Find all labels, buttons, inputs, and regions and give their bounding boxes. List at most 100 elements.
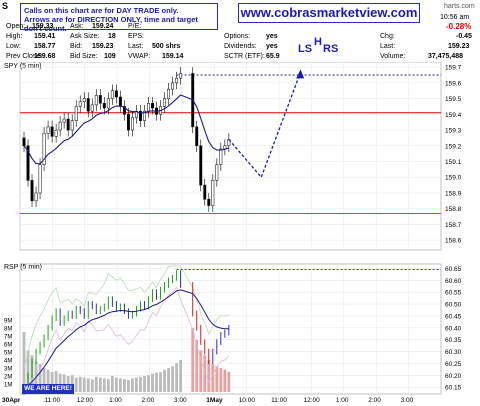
x-tick-label: 12:00 bbox=[303, 397, 320, 404]
volume-tick-label: 5M bbox=[4, 351, 12, 357]
volume-bar bbox=[171, 366, 174, 392]
spy-y-tick-label: 159.5 bbox=[445, 96, 462, 103]
volume-bar bbox=[38, 364, 42, 392]
chg-label: Chg: bbox=[380, 33, 395, 40]
bid-size-label: Bid Size: bbox=[70, 53, 98, 60]
spy-candle-body bbox=[147, 103, 150, 112]
spy-candle-body bbox=[130, 117, 134, 131]
volume-tick-label: 7M bbox=[4, 335, 12, 341]
spy-candle-body bbox=[151, 103, 154, 109]
spy-price-chart: SPY (5 min) 158.6 158.7 158.8 158.9 159.0 159… bbox=[4, 62, 462, 251]
volume-bar bbox=[203, 355, 207, 392]
spy-candle-body bbox=[203, 184, 207, 200]
rsp-y-tick-label: 60.50 bbox=[445, 302, 462, 309]
callout-line-1: Calls on this chart are for DAY TRADE on… bbox=[24, 6, 179, 15]
spy-y-tick-label: 159.2 bbox=[445, 143, 462, 150]
volume-bar bbox=[94, 376, 98, 392]
volume-bar bbox=[90, 379, 94, 392]
rsp-plot-frame bbox=[19, 263, 442, 395]
low-label: Low: bbox=[6, 43, 21, 50]
x-tick-label: 11:00 bbox=[44, 397, 60, 404]
volume-bar bbox=[50, 372, 54, 392]
x-tick-label: 2:00 bbox=[142, 397, 155, 404]
rsp-lower-band bbox=[24, 286, 230, 393]
rsp-price-chart: RSP (5 min) 60.15 60.20 60.25 60.30 60.35 60.… bbox=[2, 263, 462, 404]
spy-candle-body bbox=[22, 137, 26, 147]
site-fragment: harts.com bbox=[444, 3, 475, 10]
volume-bar bbox=[143, 376, 146, 392]
spy-moving-average bbox=[23, 94, 230, 165]
prev-close-label: Prev Close: bbox=[6, 53, 43, 60]
spy-candle-body bbox=[34, 192, 38, 202]
brand-link[interactable]: www.cobrasmarketview.com bbox=[238, 3, 420, 23]
spy-candle-body bbox=[58, 121, 62, 131]
spy-candle-body bbox=[74, 106, 78, 121]
spy-candle-body bbox=[98, 95, 102, 104]
volume-tick-label: 2M bbox=[4, 375, 12, 381]
spy-candle-body bbox=[90, 104, 94, 112]
spy-candle-body bbox=[66, 118, 70, 131]
spy-y-tick-label: 158.8 bbox=[445, 206, 462, 213]
spy-candle-body bbox=[46, 126, 50, 134]
spy-candle-body bbox=[179, 73, 183, 79]
volume-bar bbox=[46, 369, 50, 392]
volume-bar bbox=[42, 368, 46, 392]
vwap-value: 159.14 bbox=[162, 53, 184, 60]
dividends-label: Dividends: bbox=[224, 43, 257, 50]
volume-bar bbox=[207, 360, 211, 392]
pct-change: -0.28% bbox=[446, 22, 472, 31]
rsp-y-tick-label: 60.45 bbox=[445, 313, 462, 320]
spy-candle-body bbox=[167, 88, 171, 99]
rsp-y-tick-label: 60.25 bbox=[445, 361, 462, 368]
sctr-value: 65.9 bbox=[266, 53, 280, 60]
spy-y-tick-label: 158.9 bbox=[445, 190, 462, 197]
volume-bar bbox=[223, 369, 227, 392]
spy-candle-body bbox=[126, 114, 130, 131]
volume-bar bbox=[78, 376, 82, 392]
spy-plot-frame bbox=[19, 62, 442, 251]
volume-bar bbox=[175, 363, 179, 392]
ask-label: Ask: bbox=[70, 23, 84, 30]
prev-close-value: 159.68 bbox=[34, 53, 56, 60]
rsp-chart-title: RSP (5 min) bbox=[4, 264, 42, 271]
spy-y-tick-label: 158.6 bbox=[445, 238, 462, 245]
spy-candle-body bbox=[110, 90, 114, 99]
ask-value: 159.24 bbox=[92, 23, 114, 30]
volume-bar bbox=[211, 364, 215, 392]
spy-candle-body bbox=[62, 118, 66, 123]
spy-y-tick-label: 159.0 bbox=[445, 175, 462, 182]
volume-tick-label: 9M bbox=[4, 319, 12, 325]
volume-tick-label: 6M bbox=[4, 343, 12, 349]
spy-y-tick-label: 159.7 bbox=[445, 65, 462, 72]
spy-candle-body bbox=[50, 126, 54, 137]
last-label: Last: bbox=[128, 43, 144, 50]
spy-candle-body bbox=[106, 98, 110, 109]
spy-candle-body bbox=[207, 198, 211, 206]
options-value: yes bbox=[266, 33, 278, 40]
spy-candle-body bbox=[143, 110, 146, 121]
volume-bar bbox=[159, 372, 162, 392]
volume-tick-label: 4M bbox=[4, 359, 12, 365]
pe-label: P/E: bbox=[128, 23, 142, 30]
volume-bar bbox=[82, 377, 86, 392]
day-trade-callout: Calls on this chart are for DAY TRADE on… bbox=[20, 3, 218, 33]
volume-bar bbox=[219, 368, 223, 392]
volume-bar bbox=[118, 378, 122, 392]
spy-candle-body bbox=[139, 110, 142, 121]
last2-label: Last: bbox=[380, 43, 396, 50]
rsp-y-tick-label: 60.30 bbox=[445, 349, 462, 356]
volume-tick-label: 1M bbox=[4, 383, 12, 389]
spy-candle-body bbox=[175, 77, 179, 84]
rs-label: RS bbox=[323, 43, 339, 55]
volume-bar bbox=[74, 377, 78, 392]
spy-candle-body bbox=[78, 101, 82, 107]
spy-candle-body bbox=[38, 164, 42, 194]
we-are-here-badge: WE ARE HERE! bbox=[22, 384, 74, 394]
rsp-y-tick-label: 60.65 bbox=[445, 266, 462, 273]
rsp-y-tick-label: 60.20 bbox=[445, 373, 462, 380]
volume-bar bbox=[62, 374, 66, 392]
volume-bar bbox=[151, 373, 154, 392]
x-tick-label: 2:00 bbox=[368, 397, 381, 404]
open-value: 159.33 bbox=[32, 23, 54, 30]
high-value: 159.41 bbox=[34, 33, 56, 40]
